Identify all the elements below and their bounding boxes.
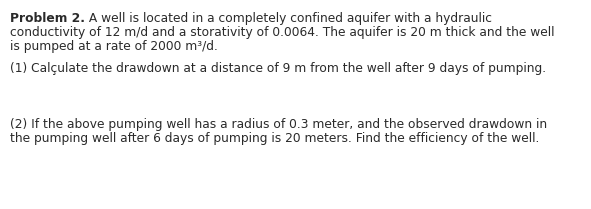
Text: A well is located in a completely confined aquifer with a hydraulic: A well is located in a completely confin… — [85, 12, 492, 25]
Text: the pumping well after 6 days of pumping is 20 meters. Find the efficiency of th: the pumping well after 6 days of pumping… — [10, 132, 540, 145]
Text: Problem 2.: Problem 2. — [10, 12, 85, 25]
Text: (2) If the above pumping well has a radius of 0.3 meter, and the observed drawdo: (2) If the above pumping well has a radi… — [10, 118, 547, 131]
Text: conductivity of 12 m/d and a storativity of 0.0064. The aquifer is 20 m thick an: conductivity of 12 m/d and a storativity… — [10, 26, 554, 39]
Text: is pumped at a rate of 2000 m³/d.: is pumped at a rate of 2000 m³/d. — [10, 40, 218, 53]
Text: (1) Calçulate the drawdown at a distance of 9 m from the well after 9 days of pu: (1) Calçulate the drawdown at a distance… — [10, 62, 546, 75]
